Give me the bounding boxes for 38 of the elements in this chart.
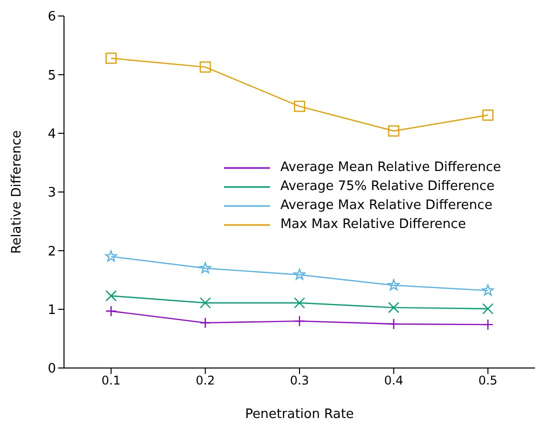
x-tick-label: 0.1 — [102, 374, 121, 388]
y-tick-label: 6 — [48, 10, 56, 25]
y-axis-title: Relative Difference — [10, 130, 25, 254]
legend-label: Max Max Relative Difference — [280, 216, 466, 234]
point — [105, 250, 117, 262]
legend-label: Average 75% Relative Difference — [280, 178, 494, 196]
point — [200, 317, 211, 328]
point — [106, 52, 117, 64]
point — [294, 268, 306, 280]
y-tick-label: 5 — [48, 68, 56, 84]
x-tick-label: 0.2 — [196, 374, 215, 388]
point — [294, 297, 306, 308]
y-tick-label: 4 — [48, 126, 56, 142]
x-axis-title: Penetration Rate — [245, 407, 354, 422]
legend-label: Average Max Relative Difference — [280, 197, 492, 215]
point — [106, 290, 117, 302]
point — [388, 279, 400, 290]
y-tick-label: 1 — [48, 302, 56, 318]
legend-label: Average Mean Relative Difference — [280, 159, 501, 177]
point — [106, 305, 117, 317]
point — [200, 61, 211, 73]
point — [482, 284, 494, 296]
point — [388, 318, 400, 330]
x-tick-label: 0.3 — [290, 374, 310, 388]
y-tick-label: 2 — [48, 244, 56, 260]
y-tick-label: 3 — [48, 186, 56, 201]
point — [294, 100, 306, 112]
y-tick-label: 0 — [48, 362, 56, 377]
x-tick-label: 0.5 — [478, 374, 498, 388]
point — [199, 262, 212, 274]
point — [482, 318, 494, 330]
point — [200, 297, 211, 308]
point — [388, 125, 400, 137]
point — [482, 303, 494, 314]
point — [482, 110, 494, 121]
point — [294, 315, 306, 327]
x-tick-label: 0.4 — [384, 374, 404, 388]
point — [388, 302, 400, 314]
